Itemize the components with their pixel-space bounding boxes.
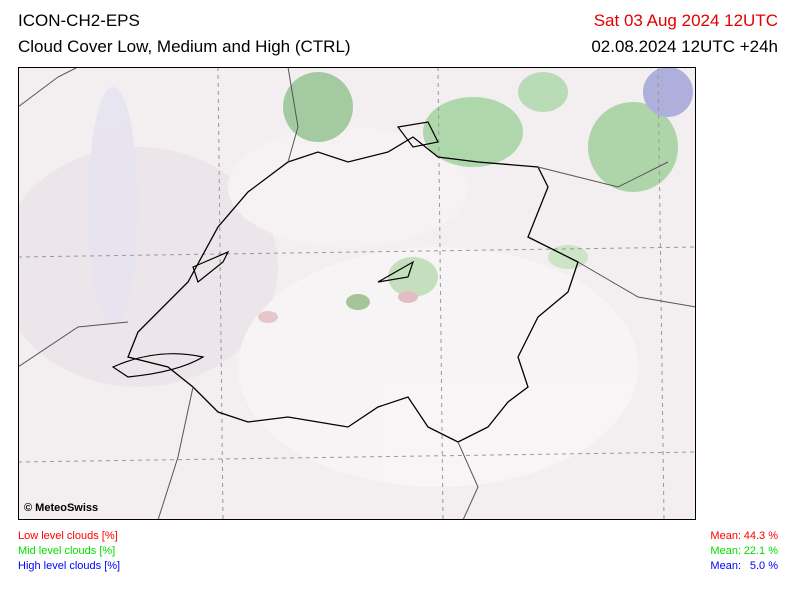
title: ICON-CH2-EPS [18,11,140,30]
copyright: © MeteoSwiss [24,502,98,514]
valid-time: Sat 03 Aug 2024 12UTC [593,11,778,30]
mean-label: Mean: [710,560,741,572]
region-borders [18,67,696,520]
map: © MeteoSwiss [18,67,696,520]
mean-value: 5.0 % [749,560,778,572]
run-time: 02.08.2024 12UTC +24h [591,37,778,56]
map-frame [18,67,696,520]
mean-value: 44.3 % [743,530,778,542]
lakes [111,121,439,378]
subtitle: Cloud Cover Low, Medium and High (CTRL) [18,37,351,56]
country-border [127,136,579,443]
legend-label: Low level clouds [%] [18,530,118,542]
mean-label: Mean: [710,545,741,557]
mean-value: 22.1 % [743,545,778,557]
mean-label: Mean: [710,530,741,542]
graticule [18,67,696,520]
legend-label: High level clouds [%] [18,560,121,572]
legend-label: Mid level clouds [%] [18,545,116,557]
